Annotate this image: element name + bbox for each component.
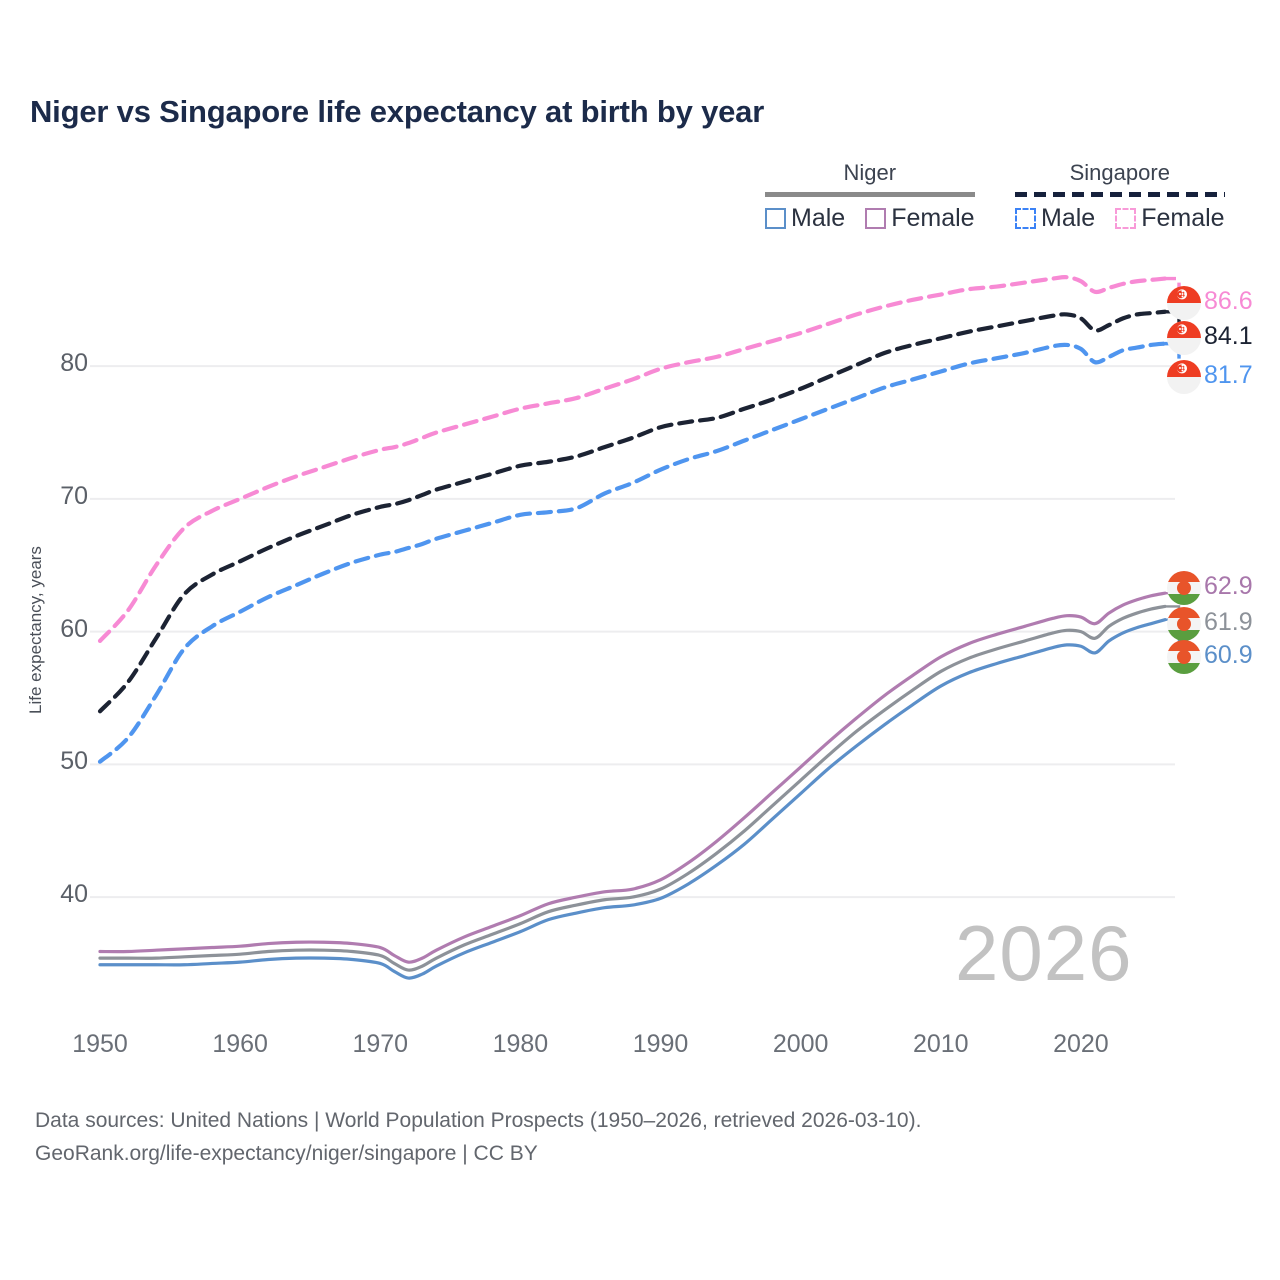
legend-item-singapore-male[interactable]: Male: [1015, 204, 1095, 233]
legend-group-singapore: Singapore Male Female: [1015, 160, 1225, 233]
x-axis-tick-label: 2010: [912, 1030, 969, 1058]
legend-item-label: Male: [1041, 204, 1096, 232]
legend-items-singapore: Male Female: [1015, 204, 1225, 233]
legend-group-niger: Niger Male Female: [765, 160, 975, 233]
y-axis-tick-label: 60: [60, 614, 88, 643]
series-end-value-label: 62.9: [1204, 572, 1253, 600]
chart-legend: Niger Male Female Singapore Male: [760, 160, 1260, 240]
series-line: [97, 309, 1168, 714]
niger-flag-icon: [1167, 640, 1201, 674]
series-line: [97, 341, 1168, 764]
legend-items-niger: Male Female: [765, 204, 975, 233]
page-title: Niger vs Singapore life expectancy at bi…: [30, 94, 765, 129]
footer-credits: Data sources: United Nations | World Pop…: [35, 1105, 921, 1170]
x-axis-tick-label: 1970: [352, 1030, 409, 1058]
series-line: [97, 275, 1168, 644]
legend-country-label: Niger: [843, 160, 897, 185]
series-line: [98, 591, 1167, 964]
singapore-flag-icon: [1167, 286, 1201, 320]
legend-rule-singapore: [1015, 192, 1225, 197]
niger-flag-icon: [1167, 571, 1201, 605]
footer-line-1: Data sources: United Nations | World Pop…: [35, 1109, 922, 1132]
x-axis-tick-label: 1950: [72, 1030, 128, 1058]
x-axis-tick-label: 1960: [212, 1030, 268, 1058]
x-axis-tick-label: 2000: [772, 1030, 829, 1058]
series-end-value-label: 84.1: [1204, 322, 1253, 350]
series-end-value-label: 61.9: [1204, 608, 1253, 636]
year-watermark: 2026: [955, 909, 1133, 997]
x-axis-tick-label: 2020: [1053, 1030, 1109, 1058]
legend-swatch-icon: [1015, 208, 1036, 229]
legend-swatch-icon: [765, 208, 786, 229]
legend-swatch-icon: [1115, 208, 1137, 229]
footer-line-2: GeoRank.org/life-expectancy/niger/singap…: [35, 1141, 538, 1165]
legend-rule-niger: [765, 192, 975, 197]
legend-item-singapore-female[interactable]: Female: [1115, 204, 1225, 233]
singapore-flag-icon: [1167, 360, 1201, 394]
niger-flag-icon: [1167, 607, 1201, 641]
series-end-value-label: 60.9: [1204, 641, 1253, 669]
series-end-value-label: 86.6: [1204, 287, 1253, 315]
y-axis-tick-label: 50: [60, 747, 88, 776]
x-axis-tick-label: 1990: [632, 1030, 689, 1058]
legend-item-label: Male: [791, 204, 846, 232]
legend-swatch-icon: [865, 208, 887, 229]
legend-item-niger-female[interactable]: Female: [865, 204, 975, 233]
legend-country-label: Singapore: [1069, 160, 1170, 185]
series-end-value-label: 81.7: [1204, 361, 1253, 389]
legend-item-label: Female: [891, 204, 975, 232]
x-axis-tick-label: 1980: [492, 1030, 549, 1058]
y-axis-tick-label: 70: [60, 481, 88, 510]
singapore-flag-icon: [1167, 321, 1201, 355]
legend-item-niger-male[interactable]: Male: [765, 204, 845, 233]
y-axis-tick-label: 80: [60, 349, 88, 378]
legend-item-label: Female: [1141, 204, 1225, 232]
y-axis-tick-label: 40: [60, 880, 88, 909]
